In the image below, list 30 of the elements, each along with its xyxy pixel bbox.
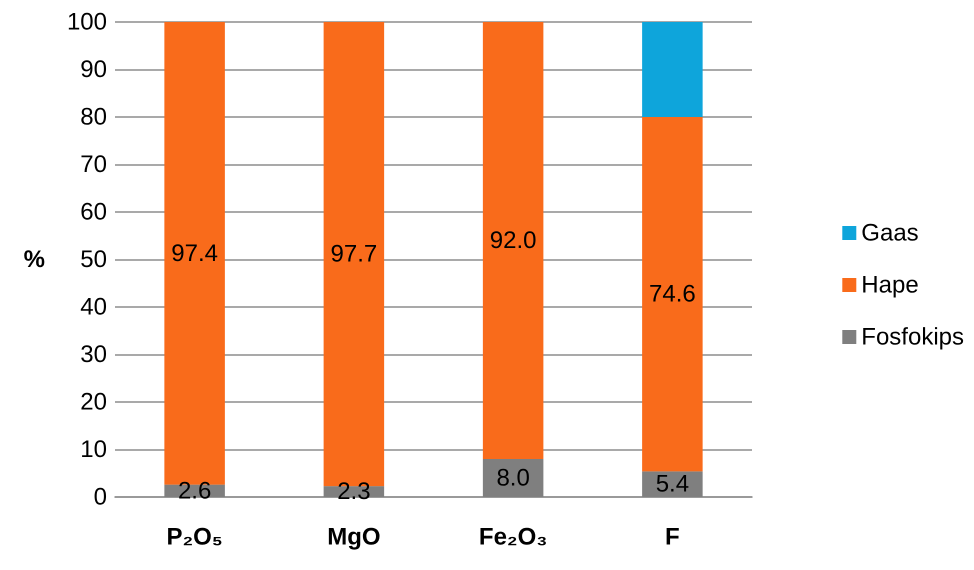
x-tick-label: Fe₂O₃ xyxy=(478,524,548,550)
data-label: 8.0 xyxy=(496,464,530,492)
legend-label: Fosfokips xyxy=(861,324,964,350)
y-tick-label: 80 xyxy=(80,104,107,130)
y-tick-label: 90 xyxy=(80,56,107,83)
data-label: 74.6 xyxy=(649,280,696,308)
y-tick-label: 40 xyxy=(80,294,107,320)
data-label: 5.4 xyxy=(656,470,690,498)
y-tick-label: 100 xyxy=(66,8,107,36)
data-label: 2.6 xyxy=(178,477,212,504)
y-tick-label: 60 xyxy=(80,198,107,226)
bar xyxy=(482,459,544,497)
data-label: 97.4 xyxy=(171,240,218,267)
legend-label: Hape xyxy=(861,272,919,298)
data-label: 92.0 xyxy=(490,227,536,254)
bar xyxy=(642,117,703,472)
y-tick-label: 30 xyxy=(80,341,107,368)
bar xyxy=(482,22,544,459)
legend-label: Gaas xyxy=(861,220,919,246)
bar xyxy=(642,22,703,117)
y-tick-label: 70 xyxy=(80,151,107,178)
x-tick-label: F xyxy=(665,524,680,550)
y-axis-title: % xyxy=(24,246,45,273)
y-tick-label: 20 xyxy=(80,388,107,416)
y-tick-label: 0 xyxy=(94,484,107,510)
y-tick-label: 10 xyxy=(80,436,107,463)
data-label: 97.7 xyxy=(330,240,378,268)
x-tick-label: MgO xyxy=(327,524,381,550)
y-tick-label: 50 xyxy=(80,246,107,273)
x-tick-label: P₂O₅ xyxy=(166,524,223,550)
